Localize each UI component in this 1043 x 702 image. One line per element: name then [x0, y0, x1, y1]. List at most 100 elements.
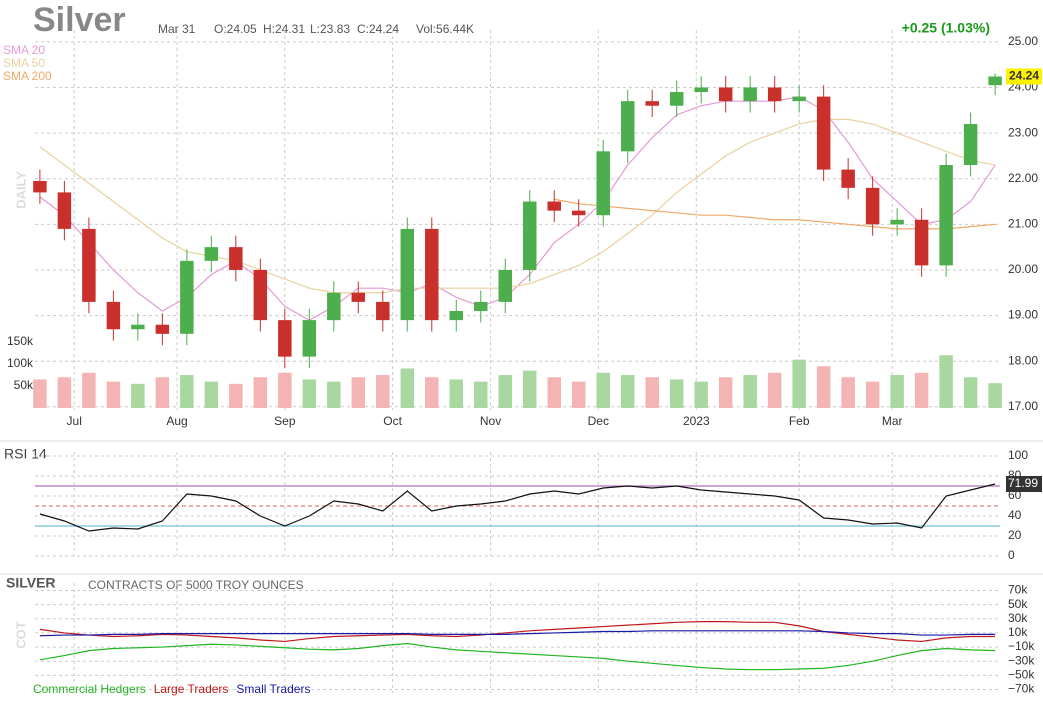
series-line	[39, 483, 996, 532]
candle-body	[596, 151, 610, 216]
candle-body	[547, 201, 561, 211]
volume-bar	[474, 381, 488, 408]
volume-bar	[33, 379, 47, 408]
legend-entry: SMA 200	[3, 69, 52, 83]
volume-bar	[57, 377, 72, 408]
candle-body	[939, 165, 953, 266]
series-line	[39, 630, 996, 637]
candle-body	[694, 87, 708, 93]
y-tick-label: 100	[1008, 448, 1028, 462]
legend-entry: SMA 20	[3, 43, 45, 57]
volume-bar	[327, 381, 341, 408]
candle-body	[131, 324, 145, 330]
volume-bar	[890, 375, 904, 408]
y-tick-label: 25.00	[1008, 34, 1038, 48]
volume-tick-label: 50k	[14, 378, 34, 392]
quote: L:23.83	[310, 22, 350, 36]
y-tick-label: 19.00	[1008, 308, 1038, 322]
volume-bar	[400, 368, 415, 408]
y-tick-label: 20.00	[1008, 262, 1038, 276]
y-tick-label: 17.00	[1008, 399, 1038, 413]
quote: Vol:56.44K	[416, 22, 474, 36]
volume-bar	[278, 372, 292, 408]
volume-bar	[718, 377, 733, 408]
volume-bar	[865, 381, 880, 408]
candle-body	[33, 180, 47, 193]
series-line	[39, 642, 996, 671]
candle-body	[180, 260, 194, 334]
date: Mar 31	[158, 22, 196, 36]
x-tick-label: Feb	[789, 414, 810, 428]
volume-bar	[425, 377, 439, 408]
x-tick-label: Aug	[166, 414, 187, 428]
volume-bar	[669, 379, 684, 408]
y-tick-label: −30k	[1008, 653, 1035, 667]
y-tick-label: −50k	[1008, 668, 1035, 682]
candle-body	[669, 92, 684, 106]
volume-bar	[547, 377, 561, 408]
candle-body	[351, 292, 366, 302]
volume-bar	[106, 381, 121, 408]
last-value-box	[1006, 476, 1042, 493]
volume-bar	[351, 377, 366, 408]
candle-body	[718, 87, 733, 102]
candle-body	[620, 101, 635, 152]
volume-bar	[302, 379, 317, 408]
y-tick-label: 20	[1008, 528, 1022, 542]
y-tick-label: 18.00	[1008, 353, 1038, 367]
volume-bar	[204, 381, 219, 408]
y-tick-label: −10k	[1008, 639, 1035, 653]
panel-title: RSI 14	[4, 446, 47, 462]
y-tick-label: 50k	[1008, 597, 1028, 611]
volume-bar	[939, 355, 953, 408]
candle-body	[645, 101, 659, 106]
volume-bar	[645, 377, 659, 408]
x-tick-label: Jul	[67, 414, 82, 428]
candle-body	[963, 123, 978, 166]
volume-bar	[155, 377, 170, 408]
candle-body	[253, 269, 268, 321]
candle-body	[474, 301, 488, 312]
volume-bar	[988, 383, 1002, 408]
volume-bar	[449, 379, 464, 408]
candle-body	[400, 228, 415, 321]
last-price: 24.24	[1009, 69, 1039, 83]
quote: O:24.05	[214, 22, 257, 36]
quote: H:24.31	[263, 22, 305, 36]
x-tick-label: 2023	[683, 414, 710, 428]
legend-entry: Small Traders	[236, 682, 310, 696]
candle-body	[816, 96, 831, 170]
last-value: 71.99	[1008, 476, 1038, 490]
candle-body	[302, 320, 317, 357]
volume-bar	[767, 372, 782, 408]
candle-body	[743, 87, 757, 102]
candle-body	[865, 187, 880, 225]
volume-tick-label: 150k	[7, 334, 34, 348]
volume-bar	[571, 381, 586, 408]
volume-bar	[694, 381, 708, 408]
legend-entry: Large Traders	[154, 682, 229, 696]
volume-bar	[743, 375, 757, 408]
y-tick-label: 21.00	[1008, 217, 1038, 231]
candle-body	[988, 76, 1002, 86]
candle-body	[57, 192, 72, 229]
candle-body	[204, 247, 219, 261]
last-price-box	[1006, 68, 1042, 85]
volume-bar	[620, 375, 635, 408]
volume-bar	[523, 370, 537, 408]
y-tick-label: 0	[1008, 548, 1015, 562]
candle-body	[376, 301, 390, 321]
volume-bar	[816, 366, 831, 408]
candle-body	[498, 269, 512, 302]
candle-body	[327, 292, 341, 321]
volume-bar	[253, 377, 268, 408]
volume-bar	[376, 375, 390, 408]
quote: C:24.24	[357, 22, 399, 36]
candle-body	[278, 320, 292, 357]
x-tick-label: Sep	[274, 414, 296, 428]
legend-entry: SMA 50	[3, 56, 45, 70]
y-tick-label: 10k	[1008, 625, 1028, 639]
volume-bar	[963, 377, 978, 408]
candle-body	[425, 228, 439, 321]
